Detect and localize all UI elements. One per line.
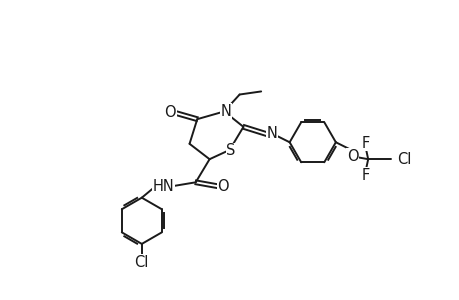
- Text: O: O: [164, 105, 176, 120]
- Text: O: O: [346, 148, 358, 164]
- Text: N: N: [266, 126, 277, 141]
- Text: S: S: [226, 143, 235, 158]
- Text: Cl: Cl: [397, 152, 411, 167]
- Text: N: N: [220, 104, 231, 119]
- Text: F: F: [361, 168, 369, 183]
- Text: F: F: [361, 136, 369, 151]
- Text: HN: HN: [152, 178, 174, 194]
- Text: O: O: [217, 179, 229, 194]
- Text: Cl: Cl: [134, 255, 149, 270]
